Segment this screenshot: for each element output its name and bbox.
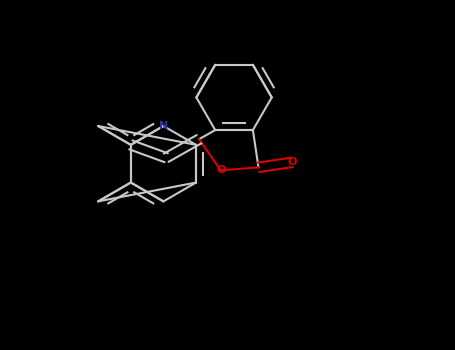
Text: O: O	[216, 165, 225, 175]
Text: O: O	[287, 157, 297, 167]
Text: N: N	[159, 121, 168, 131]
